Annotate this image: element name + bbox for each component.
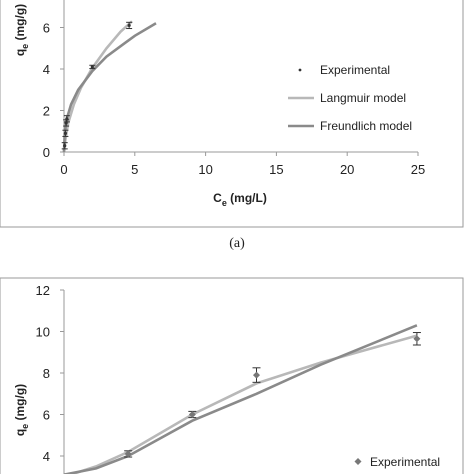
panel-a-experimental-point — [90, 65, 94, 69]
panel-a-x-tick-label: 25 — [411, 162, 425, 177]
panel-b-ylabel-sub: e — [20, 424, 30, 429]
panel-b-model-line-2 — [63, 324, 418, 474]
panel-a-ylabel-main: q — [13, 49, 27, 56]
panel-b-y-axis-label: qe (mg/g) — [13, 384, 30, 436]
panel-b-y-tick-label: 4 — [43, 449, 50, 464]
panel-a-ylabel-sub: e — [20, 44, 30, 49]
panel-a-y-tick-label: 2 — [43, 104, 50, 119]
panel-b-ylabel-main: q — [13, 429, 27, 436]
panel-a-experimental-point — [65, 117, 69, 121]
panel-a-caption: (a) — [229, 236, 245, 251]
panel-a-legend-marker-experimental — [298, 68, 302, 72]
panel-a-y-tick-label: 4 — [43, 62, 50, 77]
panel-a-legend-langmuir: Langmuir model — [320, 91, 406, 105]
panel-a-xlabel-sub: e — [222, 198, 227, 208]
panel-a-x-tick-label: 15 — [269, 162, 283, 177]
panel-a-x-tick-label: 10 — [198, 162, 212, 177]
panel-a-frame — [0, 0, 464, 228]
panel-a-x-tick-label: 20 — [340, 162, 354, 177]
panel-a-x-tick-label: 0 — [60, 162, 67, 177]
panel-b-y-tick-label: 12 — [36, 283, 50, 298]
panel-a-y-axis-label: qe (mg/g) — [13, 4, 30, 56]
panel-a-y-tick-label: 6 — [43, 21, 50, 36]
panel-a-x-axis-label: Ce (mg/L) — [213, 191, 267, 208]
panel-b-experimental-point — [413, 335, 421, 343]
panel-b-legend-experimental: Experimental — [370, 455, 440, 469]
panel-b-y-tick-label: 8 — [43, 366, 50, 381]
panel-a-legend-freundlich: Freundlich model — [320, 119, 412, 133]
panel-a-xlabel-main: C — [213, 191, 222, 205]
panel-a-experimental-point — [63, 144, 67, 148]
panel-b-frame — [0, 277, 464, 474]
panel-b-experimental-point — [188, 411, 196, 418]
panel-b-ylabel-unit: (mg/g) — [13, 384, 27, 424]
panel-a-y-tick-label: 0 — [43, 145, 50, 160]
panel-b-experimental-point — [124, 450, 132, 458]
panel-b-y-tick-label: 10 — [36, 325, 50, 340]
panel-a-legend-experimental: Experimental — [320, 63, 390, 77]
panel-b-experimental-point — [253, 371, 260, 379]
panel-b-chart: 4 6 8 10 12 Experimental — [36, 283, 440, 474]
panel-a-x-tick-label: 5 — [131, 162, 138, 177]
panel-a-ylabel-unit: (mg/g) — [13, 4, 27, 44]
panel-b-legend-marker-experimental — [354, 458, 362, 465]
panel-a-experimental-point — [63, 131, 68, 135]
panel-a-xlabel-unit: (mg/L) — [227, 191, 267, 205]
panel-b-y-tick-label: 6 — [43, 408, 50, 423]
panel-a-experimental-point — [127, 23, 131, 28]
panel-a-chart: 0 5 10 15 20 25 0 2 4 6 Experimental Langmuir model… — [43, 0, 425, 177]
